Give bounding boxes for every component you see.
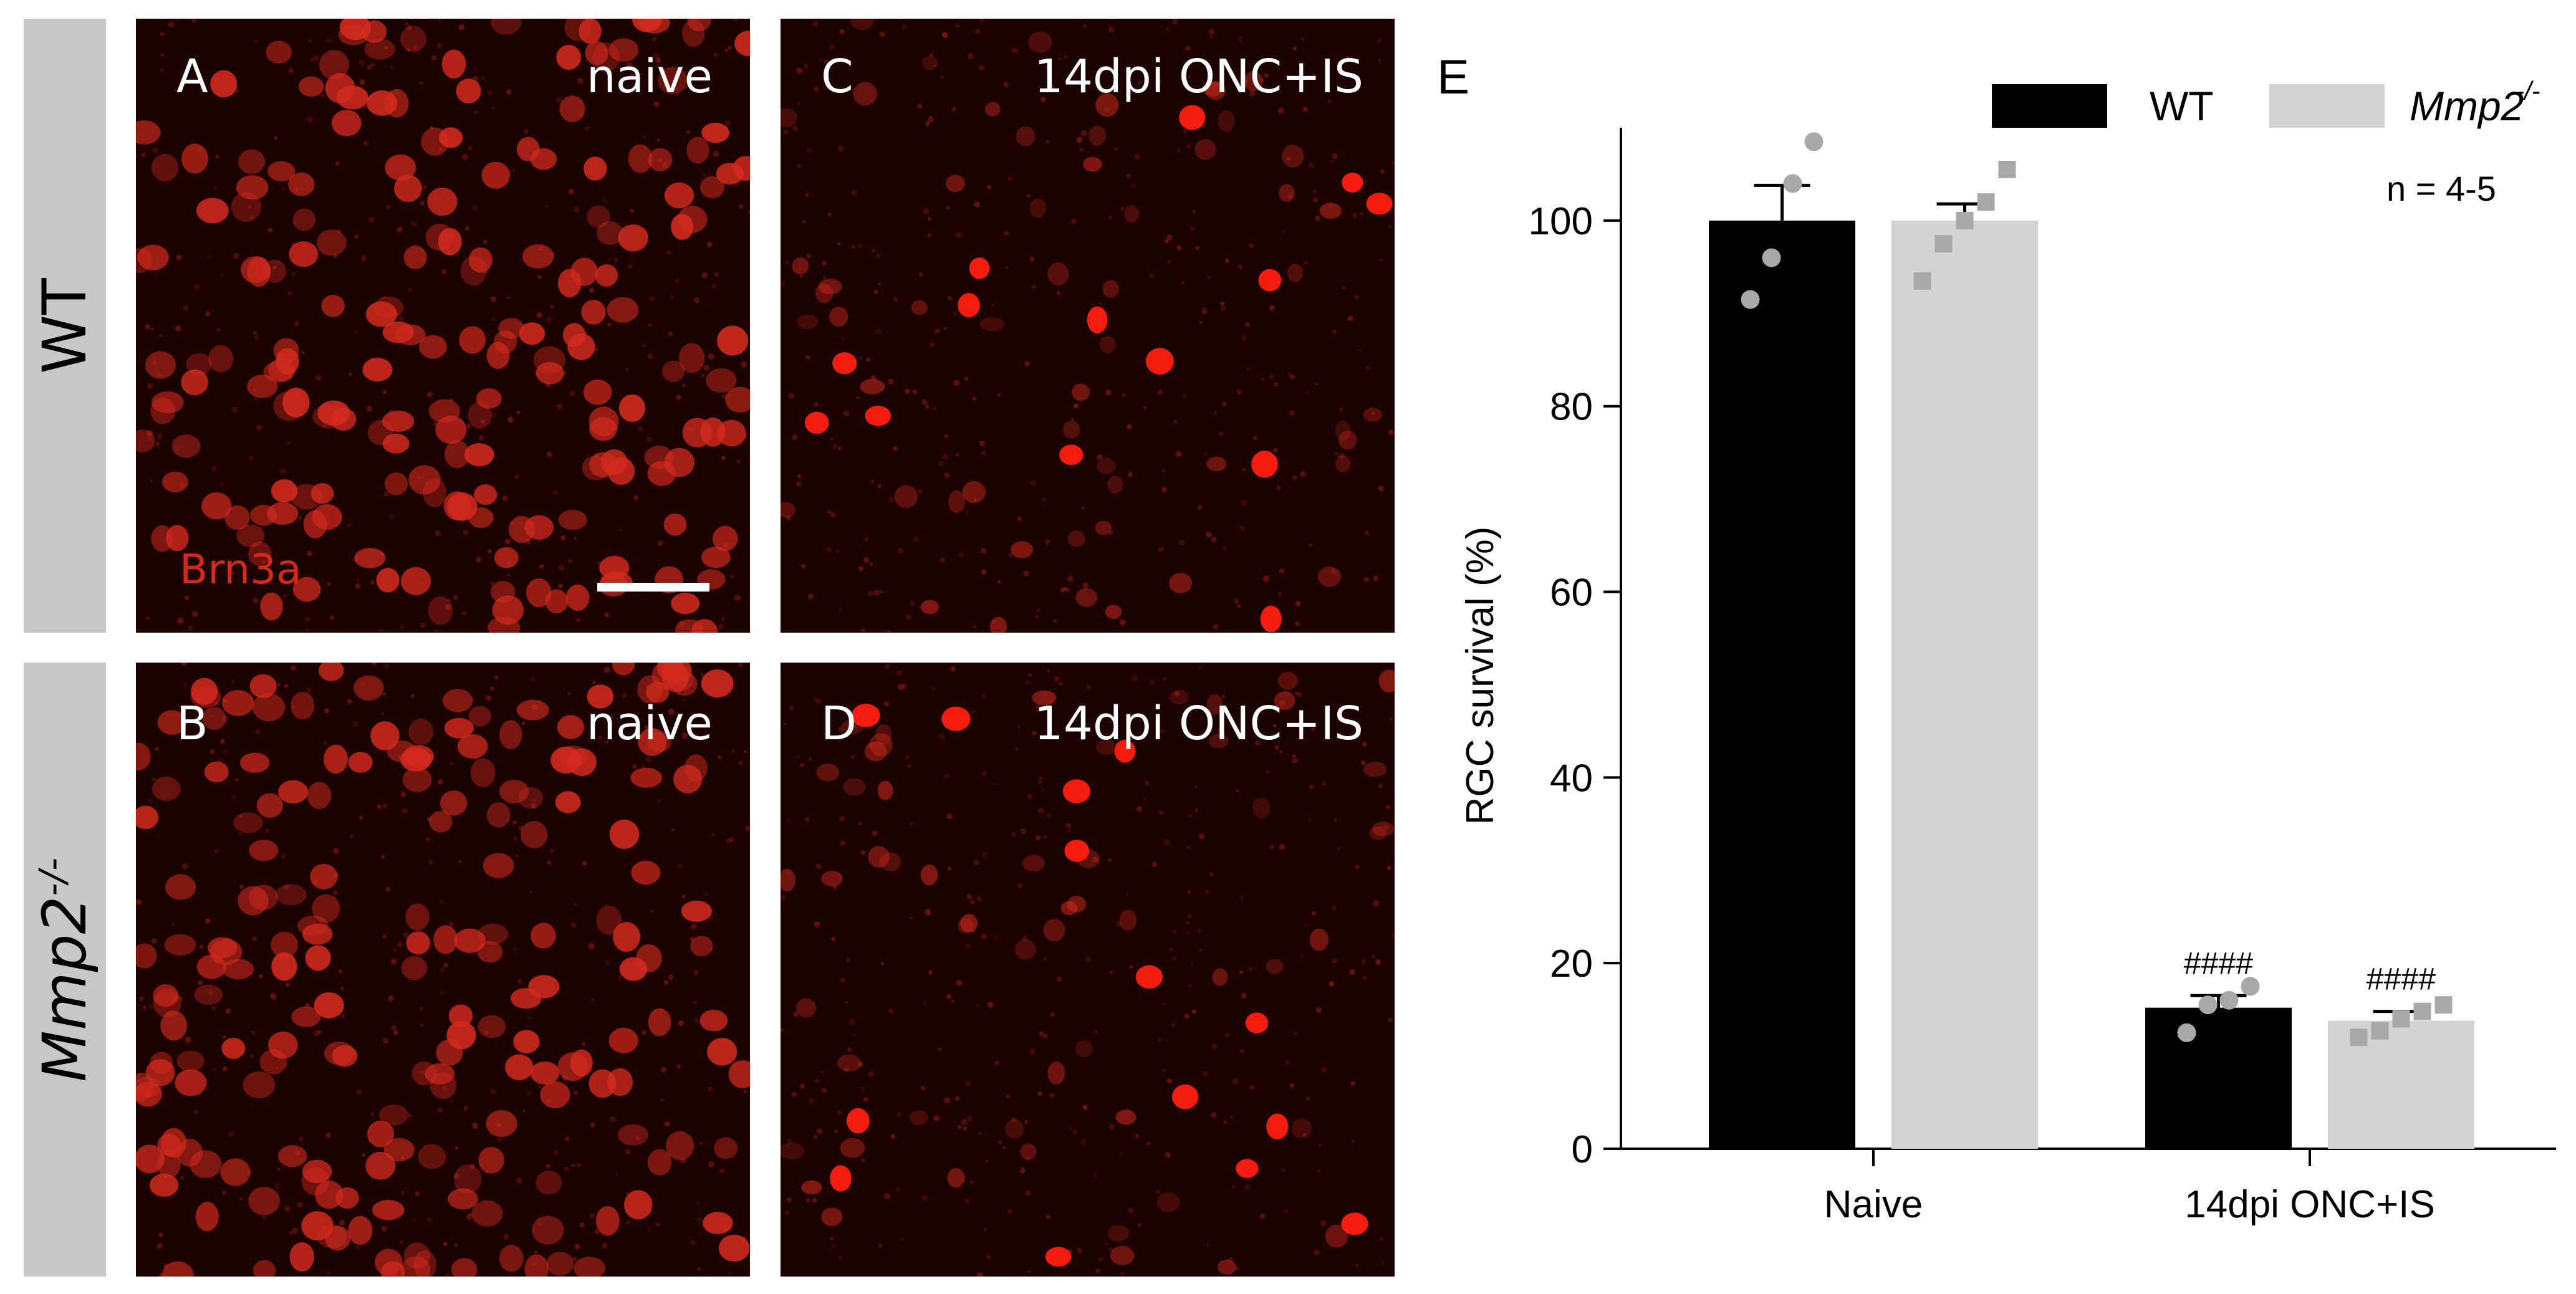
y-tick-label: 40	[1550, 757, 1593, 800]
micrograph-panel-b: B naive	[136, 663, 750, 1277]
significance-marker: ####	[2184, 946, 2253, 980]
legend-swatch-ko	[2269, 84, 2385, 128]
y-tick-label: 20	[1550, 942, 1593, 985]
data-point	[1762, 248, 1781, 267]
legend-swatch-wt	[1992, 84, 2107, 128]
row-label-mmp2-text: Mmp2-/-	[30, 858, 100, 1082]
micrograph-panel-c: C 14dpi ONC+IS	[781, 19, 1395, 633]
x-tick-label: 14dpi ONC+IS	[2184, 1183, 2435, 1226]
data-point	[2434, 996, 2453, 1014]
data-point	[1913, 272, 1931, 290]
scale-bar	[597, 583, 709, 592]
row-label-wt: WT	[24, 19, 106, 633]
micrograph-d-image	[781, 663, 1395, 1277]
panel-b-condition: naive	[586, 697, 713, 750]
micrograph-c-image	[781, 19, 1395, 633]
data-point	[1977, 193, 1995, 211]
row-label-mmp2-sup: -/-	[31, 857, 74, 896]
data-point	[1956, 211, 1974, 229]
data-point	[2371, 1022, 2389, 1040]
micrograph-a-image	[136, 19, 750, 633]
y-tick-label: 100	[1529, 200, 1593, 243]
y-axis-label: RGC survival (%)	[1459, 527, 1502, 825]
panel-d-letter: D	[821, 697, 857, 750]
y-tick-label: 80	[1550, 386, 1593, 429]
data-point	[1783, 174, 1802, 193]
bar	[2328, 1020, 2474, 1149]
data-point	[2241, 977, 2260, 996]
panel-a-condition: naive	[586, 50, 713, 103]
row-label-mmp2-name: Mmp2	[30, 896, 100, 1082]
stain-label: Brn3a	[180, 545, 302, 593]
panel-c-letter: C	[821, 50, 853, 103]
data-point	[1998, 161, 2016, 179]
bar	[1709, 220, 1855, 1149]
x-tick-label: Naive	[1824, 1183, 1923, 1226]
bar	[2145, 1007, 2292, 1149]
data-point	[2198, 995, 2218, 1015]
data-point	[2413, 1002, 2431, 1020]
data-point	[1804, 132, 1824, 151]
legend-label-ko: Mmp2	[2410, 83, 2524, 129]
row-label-mmp2: Mmp2-/-	[24, 663, 106, 1277]
y-tick-label: 60	[1550, 572, 1593, 615]
micrograph-b-image	[136, 663, 750, 1277]
data-point	[2177, 1023, 2196, 1042]
data-point	[2392, 1010, 2410, 1028]
legend: WT Mmp2-/-	[1992, 76, 2540, 129]
panel-b-letter: B	[176, 697, 208, 750]
panel-a-letter: A	[176, 50, 208, 103]
micrograph-panel-a: A naive Brn3a	[136, 19, 750, 633]
data-point	[2219, 990, 2239, 1010]
y-tick-label: 0	[1572, 1128, 1593, 1171]
micrograph-panel-d: D 14dpi ONC+IS	[781, 663, 1395, 1277]
panel-e-letter: E	[1437, 49, 1469, 104]
data-point	[1741, 290, 1760, 309]
significance-marker: ####	[2367, 962, 2436, 997]
data-point	[1934, 235, 1953, 253]
panel-d-condition: 14dpi ONC+IS	[1034, 697, 1363, 750]
sample-size-annotation: n = 4-5	[2386, 169, 2496, 208]
row-label-wt-text: WT	[30, 277, 100, 374]
panel-c-condition: 14dpi ONC+IS	[1034, 50, 1363, 103]
legend-label-ko-sup: -/-	[2516, 76, 2540, 105]
data-point	[2350, 1028, 2368, 1047]
legend-label-wt: WT	[2150, 83, 2214, 129]
bar	[1891, 220, 2038, 1149]
survival-bar-chart: 0 20 40 60 80 100 RGC survival (%) E Naive #### ##…	[1437, 49, 2556, 1226]
